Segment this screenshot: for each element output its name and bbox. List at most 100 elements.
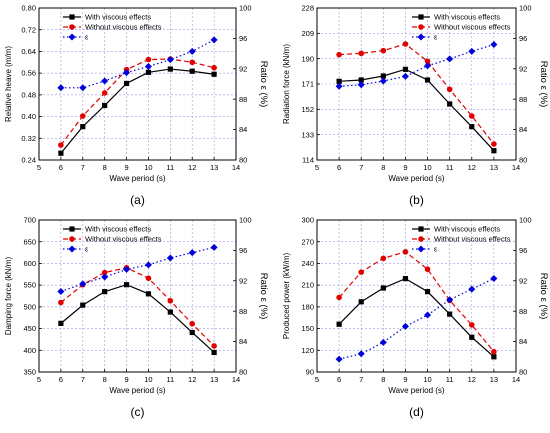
y2-tick-label: 80 <box>519 368 527 377</box>
y2-tick-label: 100 <box>519 216 532 225</box>
y-tick-label: 500 <box>23 302 36 311</box>
y2-tick-label: 84 <box>239 337 247 346</box>
data-point <box>358 50 365 57</box>
y-tick-label: 240 <box>301 259 314 268</box>
legend-entry: Without viscous effects <box>85 23 162 32</box>
y-tick-label: 700 <box>23 216 36 225</box>
y-tick-label: 0.56 <box>21 69 36 78</box>
data-point <box>468 322 475 328</box>
data-point <box>211 71 217 77</box>
x-tick-label: 8 <box>381 375 385 384</box>
data-point <box>358 77 364 83</box>
data-point <box>402 66 409 72</box>
series-line-1 <box>338 277 495 358</box>
legend-entry: Without viscous effects <box>434 23 511 32</box>
data-point <box>402 41 409 47</box>
y-tick-label: 600 <box>23 259 36 268</box>
data-point <box>123 69 131 77</box>
data-point <box>144 63 152 71</box>
data-point <box>102 102 108 109</box>
legend-marker <box>418 226 424 232</box>
data-point <box>380 47 387 54</box>
data-point <box>145 275 152 281</box>
data-point <box>491 348 497 355</box>
x-tick-label: 14 <box>232 375 240 384</box>
x-tick-label: 9 <box>403 375 407 384</box>
x-tick-label: 12 <box>188 375 196 384</box>
y2-axis-label: Ratio ε (%) <box>538 61 549 107</box>
data-point <box>424 289 431 295</box>
series-line-2 <box>60 58 215 146</box>
data-point <box>424 266 431 273</box>
y-axis-label: Produced power (kW/m) <box>282 253 291 340</box>
x-tick-label: 7 <box>81 375 85 384</box>
data-point <box>446 86 453 93</box>
data-point <box>491 148 497 154</box>
data-point <box>424 58 431 65</box>
legend-entry: Without viscous effects <box>85 235 162 244</box>
legend-entry: ε <box>434 245 438 254</box>
chart-panel-b: 5 6 7 8 9 10 11 12 13 14 114 133 152 171 190 209 228 80 84… <box>282 4 549 207</box>
y2-tick-label: 100 <box>519 4 532 13</box>
x-tick-label: 10 <box>144 375 152 384</box>
x-tick-label: 8 <box>103 375 107 384</box>
data-point <box>167 309 173 315</box>
x-tick-label: 5 <box>315 375 319 384</box>
data-point <box>358 299 364 305</box>
y-tick-label: 180 <box>301 302 314 311</box>
data-point <box>424 77 431 83</box>
data-point <box>123 282 130 288</box>
x-tick-label: 11 <box>446 163 454 172</box>
y-tick-label: 0.24 <box>21 156 36 165</box>
data-point <box>424 62 432 70</box>
x-tick-label: 11 <box>166 375 174 384</box>
data-point <box>101 273 109 281</box>
legend-entry: With viscous effects <box>434 225 500 234</box>
data-point <box>210 243 218 251</box>
panel-caption: (d) <box>409 405 424 419</box>
data-point <box>358 269 365 275</box>
x-tick-label: 7 <box>81 163 85 172</box>
data-point <box>58 320 64 326</box>
y-tick-label: 171 <box>301 80 314 89</box>
x-tick-label: 14 <box>512 375 520 384</box>
y2-tick-label: 92 <box>519 276 527 285</box>
data-point <box>79 84 87 92</box>
x-tick-label: 6 <box>59 375 63 384</box>
y-tick-label: 0.80 <box>21 4 36 13</box>
data-point <box>491 354 497 360</box>
data-point <box>211 343 217 349</box>
x-tick-label: 12 <box>188 163 196 172</box>
legend-marker <box>69 14 75 20</box>
y2-tick-label: 92 <box>239 64 247 73</box>
series-line-3 <box>60 246 215 293</box>
series-line-3 <box>60 39 215 89</box>
data-point <box>58 299 64 306</box>
plot-frame <box>38 219 237 373</box>
y2-tick-label: 80 <box>519 156 527 165</box>
data-point <box>145 56 152 63</box>
panel-caption: (a) <box>130 193 145 207</box>
chart-panel-c: 5 6 7 8 9 10 11 12 13 14 350 400 450 500 550 600 650 700 8… <box>4 216 269 419</box>
series-line-1 <box>60 284 215 353</box>
y2-tick-label: 92 <box>519 64 527 73</box>
y-tick-label: 190 <box>301 54 314 63</box>
legend-entry: ε <box>85 33 89 42</box>
x-tick-label: 13 <box>490 375 498 384</box>
x-tick-label: 8 <box>381 163 385 172</box>
data-point <box>380 255 387 262</box>
y2-tick-label: 96 <box>519 246 527 255</box>
plot-frame <box>316 219 517 373</box>
data-point <box>380 73 386 79</box>
y2-tick-label: 92 <box>239 276 247 285</box>
series-line-2 <box>339 43 495 145</box>
data-point <box>210 36 218 44</box>
y2-tick-label: 96 <box>519 34 527 43</box>
x-tick-label: 12 <box>468 375 476 384</box>
data-point <box>357 350 365 358</box>
y-tick-label: 120 <box>301 346 314 355</box>
legend-marker <box>417 33 425 41</box>
x-tick-label: 13 <box>210 163 218 172</box>
data-point <box>379 77 387 85</box>
